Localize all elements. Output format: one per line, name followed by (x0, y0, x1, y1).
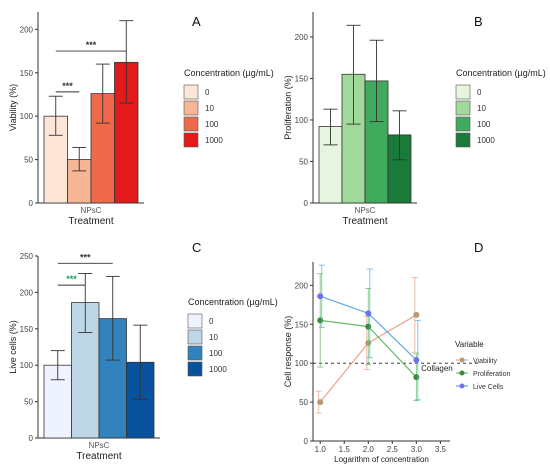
legend-label: 0 (209, 317, 214, 326)
x-tick-label: NPsC (355, 206, 376, 215)
y-tick-label: 150 (20, 69, 34, 78)
y-tick-label: 0 (304, 199, 309, 208)
significance-label: *** (62, 81, 73, 91)
legend-swatch (187, 313, 203, 329)
x-axis-label: Treatment (76, 451, 121, 462)
x-tick-label: 2.5 (387, 445, 399, 454)
y-tick-label: 0 (29, 434, 34, 443)
legend-label: 1000 (477, 136, 495, 145)
x-tick-label: 1.5 (339, 445, 351, 454)
legend-label: Viability (473, 358, 497, 365)
x-tick-label: 2.0 (363, 445, 375, 454)
legend-label: 100 (209, 349, 223, 358)
y-tick-label: 100 (20, 112, 34, 121)
y-axis-label: Cell response (%) (283, 316, 293, 388)
x-axis-label: Logarithm of concentration (334, 455, 429, 464)
x-tick-label: 3.0 (411, 445, 423, 454)
legend-swatch (183, 84, 199, 100)
y-tick-label: 100 (295, 359, 309, 368)
legend-label: 10 (205, 104, 214, 113)
y-tick-label: 50 (24, 156, 33, 165)
y-tick-label: 0 (304, 437, 309, 446)
legend-label: 100 (477, 120, 491, 129)
data-point (317, 293, 324, 300)
y-axis-label: Proliferation (%) (283, 75, 293, 140)
x-tick-label: 1.0 (315, 445, 327, 454)
panel-letter: B (474, 14, 483, 29)
legend-title: Variable (455, 340, 484, 349)
panel-letter: A (192, 14, 201, 29)
y-tick-label: 150 (295, 320, 309, 329)
data-point (365, 323, 372, 330)
panel-letter: D (474, 240, 483, 255)
legend-marker (459, 370, 465, 376)
data-point (413, 311, 420, 318)
legend-swatch (455, 132, 471, 148)
panel-d: 0 50 100 150 200 Cell response (%) D 1.0 1.5 2.0 2… (283, 240, 510, 464)
legend-swatch (183, 132, 199, 148)
legend-title: Concentration (µg/mL) (184, 68, 274, 78)
y-tick-label: 50 (299, 157, 308, 166)
y-tick-label: 250 (20, 252, 34, 261)
legend-label: 100 (205, 120, 219, 129)
significance-label: *** (80, 252, 91, 262)
legend-swatch (455, 84, 471, 100)
y-tick-label: 200 (20, 25, 34, 34)
legend-label: Live Cells (473, 384, 504, 391)
legend-swatch (455, 100, 471, 116)
legend-marker (459, 383, 465, 389)
significance-label: *** (86, 40, 97, 50)
y-tick-label: 50 (299, 398, 308, 407)
legend-marker (459, 357, 465, 363)
data-point (413, 357, 420, 364)
y-axis-label: Viability (%) (8, 84, 18, 131)
y-tick-label: 100 (295, 116, 309, 125)
panel-letter: C (192, 240, 201, 255)
x-axis-label: Treatment (68, 216, 113, 227)
legend-title: Concentration (µg/mL) (456, 68, 546, 78)
data-point (413, 374, 420, 381)
y-tick-label: 150 (20, 325, 34, 334)
legend-label: Proliferation (473, 371, 510, 378)
legend-label: 10 (209, 333, 218, 342)
legend-title: Concentration (µg/mL) (188, 297, 278, 307)
legend-label: 0 (477, 88, 482, 97)
legend-swatch (455, 116, 471, 132)
legend-swatch (183, 100, 199, 116)
legend-label: 0 (205, 88, 210, 97)
x-tick-label: NPsC (81, 206, 102, 215)
x-tick-label: 3.5 (435, 445, 447, 454)
legend-swatch (187, 361, 203, 377)
legend-swatch (187, 345, 203, 361)
y-tick-label: 200 (20, 288, 34, 297)
legend-swatch (187, 329, 203, 345)
y-tick-label: 200 (295, 33, 309, 42)
data-point (317, 317, 324, 324)
data-point (365, 310, 372, 317)
y-tick-label: 50 (24, 398, 33, 407)
y-tick-label: 100 (20, 361, 34, 370)
x-tick-label: NPsC (89, 441, 110, 450)
legend-label: 1000 (209, 365, 227, 374)
legend-swatch (183, 116, 199, 132)
y-axis-label: Live cells (%) (8, 320, 18, 374)
y-tick-label: 150 (295, 74, 309, 83)
y-tick-label: 0 (29, 199, 34, 208)
y-tick-label: 200 (295, 281, 309, 290)
significance-label: *** (66, 274, 77, 284)
legend-label: 1000 (205, 136, 223, 145)
x-axis-label: Treatment (342, 216, 387, 227)
reference-line-label: Collagen (421, 364, 453, 373)
data-point (317, 399, 324, 406)
legend-label: 10 (477, 104, 486, 113)
